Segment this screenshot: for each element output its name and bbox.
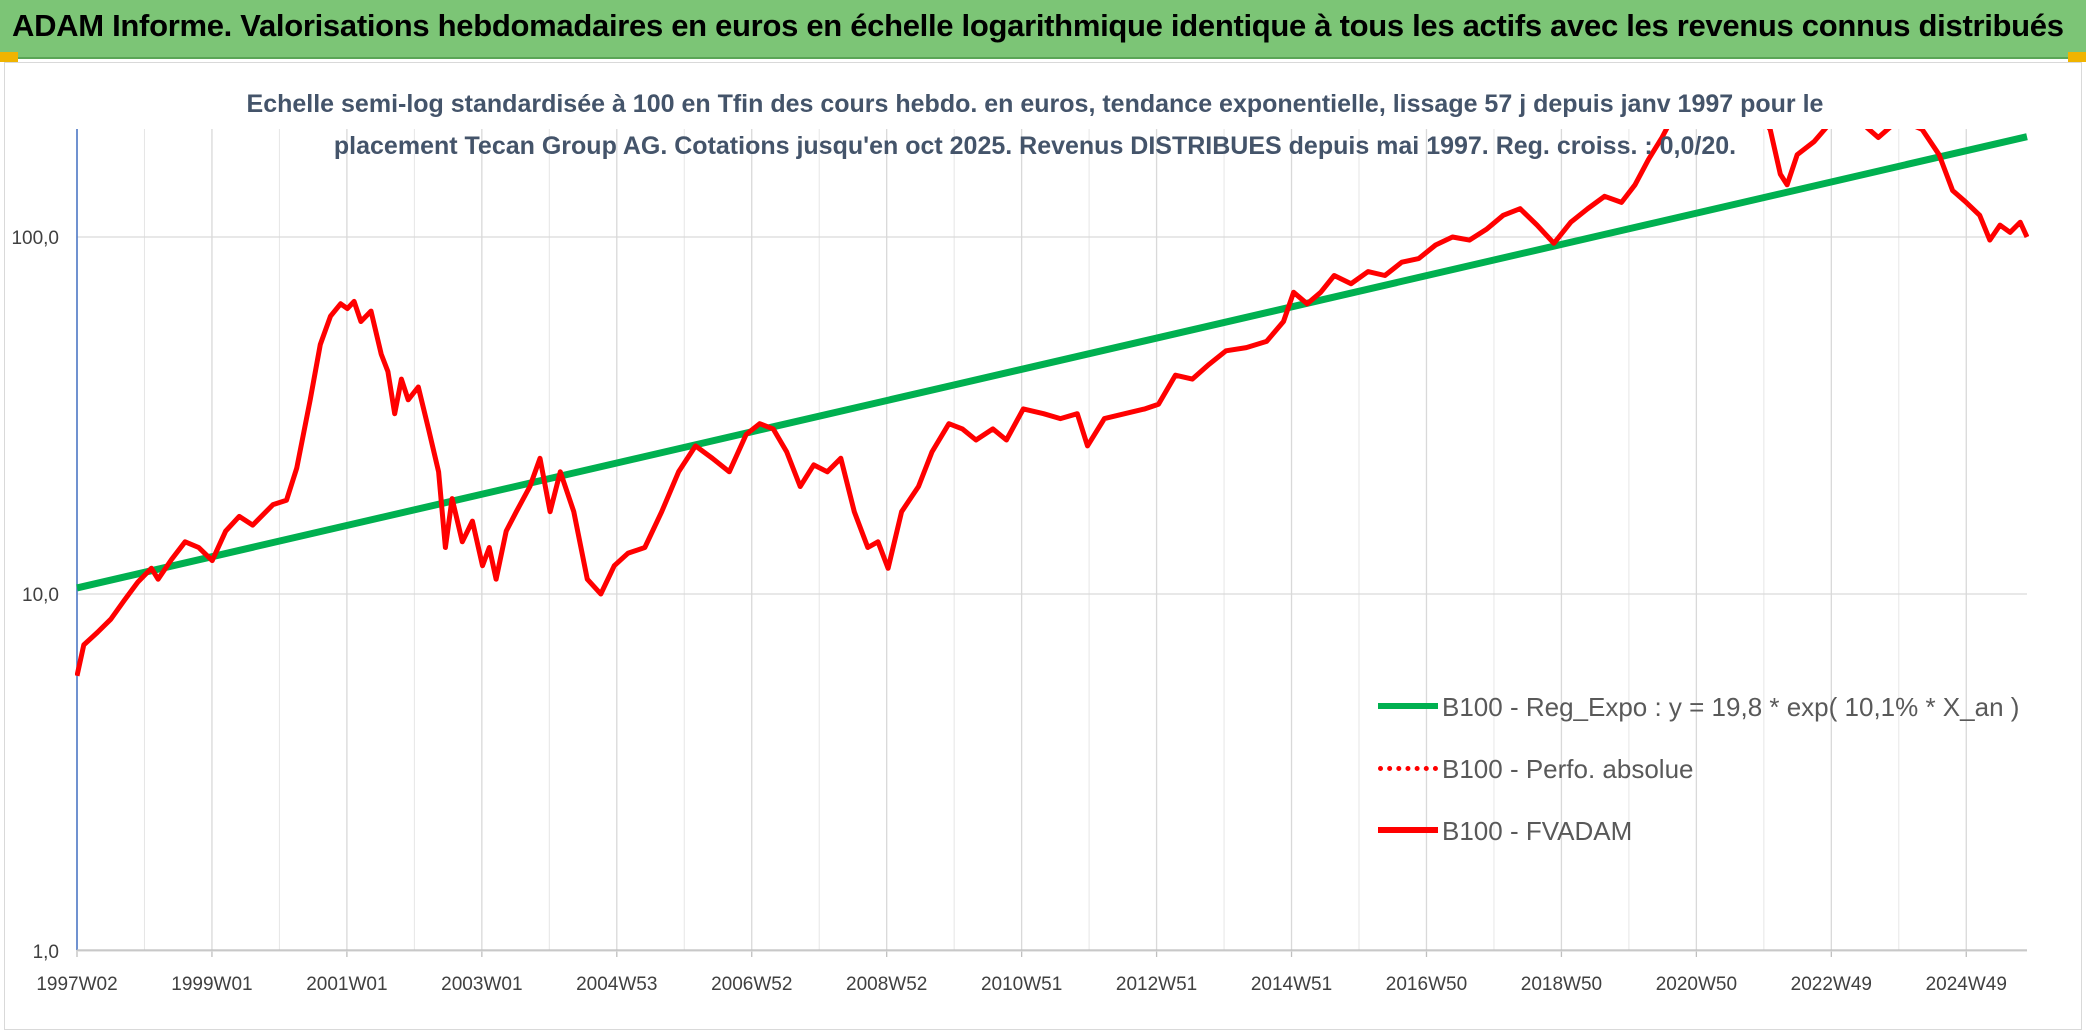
x-tick-label: 2024W49: [1926, 974, 2007, 995]
x-tick-label: 2006W52: [711, 974, 792, 995]
legend-label-fvadam: B100 - FVADAM: [1442, 816, 1633, 846]
x-tick-label: 2001W01: [306, 974, 387, 995]
chart-title-line-2: placement Tecan Group AG. Cotations jusq…: [333, 132, 1737, 160]
x-tick-label: 2018W50: [1521, 974, 1602, 995]
x-tick-label: 2014W51: [1251, 974, 1332, 995]
x-tick-label: 1997W02: [36, 974, 117, 995]
legend-label-perfo: B100 - Perfo. absolue: [1442, 754, 1694, 784]
corner-mark-right: [2068, 52, 2086, 62]
y-tick-label: 100,0: [11, 228, 59, 249]
chart-title-line-1: Echelle semi-log standardisée à 100 en T…: [246, 90, 1824, 118]
legend-swatch-fvadam: [1378, 827, 1438, 833]
legend-swatch-perfo: [1378, 766, 1438, 771]
x-tick-label: 2016W50: [1386, 974, 1467, 995]
x-tick-label: 2008W52: [846, 974, 927, 995]
legend-swatch-trend: [1378, 703, 1438, 709]
y-tick-label: 10,0: [22, 585, 59, 606]
y-tick-label: 1,0: [33, 942, 59, 963]
x-tick-label: 2020W50: [1656, 974, 1737, 995]
chart-frame: [4, 62, 2082, 1030]
trend-line: [76, 133, 2028, 592]
x-tick-label: 2012W51: [1116, 974, 1197, 995]
page-banner: ADAM Informe. Valorisations hebdomadaire…: [0, 0, 2086, 59]
fvadam-series-line: [75, 129, 2029, 677]
x-tick-label: 1999W01: [171, 974, 252, 995]
page-title: ADAM Informe. Valorisations hebdomadaire…: [12, 8, 2064, 43]
x-tick-label: 2004W53: [576, 974, 657, 995]
x-tick-label: 2010W51: [981, 974, 1062, 995]
x-tick-label: 2022W49: [1791, 974, 1872, 995]
corner-mark-left: [0, 52, 18, 62]
x-tick-label: 2003W01: [441, 974, 522, 995]
legend-label-trend: B100 - Reg_Expo : y = 19,8 * exp( 10,1% …: [1442, 692, 2020, 722]
